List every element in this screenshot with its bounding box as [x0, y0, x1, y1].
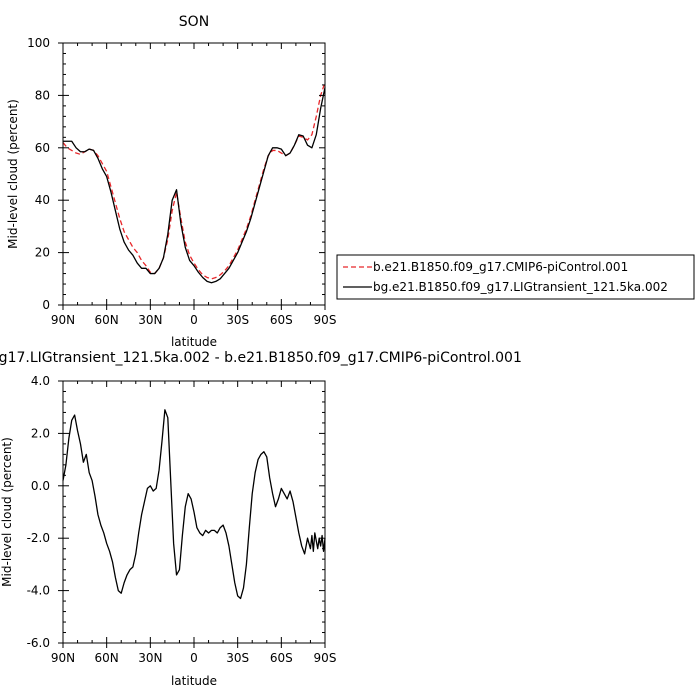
top-x-tick-label: 60N — [95, 313, 119, 327]
top-x-tick-label: 60S — [270, 313, 293, 327]
bottom-y-tick-label: -4.0 — [27, 584, 50, 598]
bottom-y-tick-label: -2.0 — [27, 531, 50, 545]
bottom-ticks: 90N 60N 30N 0 30S 60S 90S -6.0 -4.0 -2.0 0.0 2.0 4.0 — [27, 374, 337, 665]
top-y-tick-label: 40 — [35, 193, 50, 207]
bottom-x-tick-label: 60S — [270, 651, 293, 665]
top-y-tick-label: 20 — [35, 246, 50, 260]
bottom-x-tick-label: 30N — [138, 651, 162, 665]
bottom-x-axis-title: latitude — [171, 674, 217, 688]
top-x-tick-label: 30S — [226, 313, 249, 327]
top-x-axis-title: latitude — [171, 335, 217, 349]
top-y-axis-title: Mid-level cloud (percent) — [6, 99, 20, 249]
bottom-series-group — [62, 409, 326, 600]
top-series-line-1 — [63, 87, 326, 284]
bottom-x-tick-label: 90S — [314, 651, 337, 665]
top-series-group — [62, 82, 326, 284]
top-x-tick-label: 90S — [314, 313, 337, 327]
top-x-tick-label: 0 — [190, 313, 198, 327]
top-x-tick-label: 30N — [138, 313, 162, 327]
bottom-y-tick-label: 4.0 — [31, 374, 50, 388]
bottom-x-tick-label: 0 — [190, 651, 198, 665]
bottom-y-tick-label: 2.0 — [31, 426, 50, 440]
top-series-line-0 — [62, 82, 326, 280]
top-y-tick-label: 0 — [42, 298, 50, 312]
top-panel: SON 90N 60N 30N 0 30S 60S 90S 0 20 40 60 80 100 lati… — [6, 14, 336, 349]
bottom-y-tick-label: 0.0 — [31, 479, 50, 493]
top-x-tick-label: 90N — [51, 313, 75, 327]
top-y-tick-label: 60 — [35, 141, 50, 155]
top-ticks: 90N 60N 30N 0 30S 60S 90S 0 20 40 60 80 100 — [27, 36, 336, 327]
bottom-series-line-0 — [62, 409, 326, 600]
top-panel-title: SON — [179, 14, 209, 30]
top-y-tick-label: 100 — [27, 36, 50, 50]
legend-box — [336, 254, 695, 300]
top-y-tick-label: 80 — [35, 88, 50, 102]
bottom-x-tick-label: 90N — [51, 651, 75, 665]
bottom-x-tick-label: 30S — [226, 651, 249, 665]
bottom-panel-title: bg.e21.B1850.f09_g17.LIGtransient_121.5k… — [0, 350, 522, 366]
bottom-y-tick-label: -6.0 — [27, 636, 50, 650]
bottom-panel: bg.e21.B1850.f09_g17.LIGtransient_121.5k… — [0, 350, 522, 688]
legend-label-control: b.e21.B1850.f09_g17.CMIP6-piControl.001 — [373, 260, 628, 274]
bottom-y-axis-title: Mid-level cloud (percent) — [0, 437, 14, 587]
legend-label-lig: bg.e21.B1850.f09_g17.LIGtransient_121.5k… — [373, 280, 668, 294]
legend: b.e21.B1850.f09_g17.CMIP6-piControl.001 … — [336, 254, 695, 300]
bottom-x-tick-label: 60N — [95, 651, 119, 665]
